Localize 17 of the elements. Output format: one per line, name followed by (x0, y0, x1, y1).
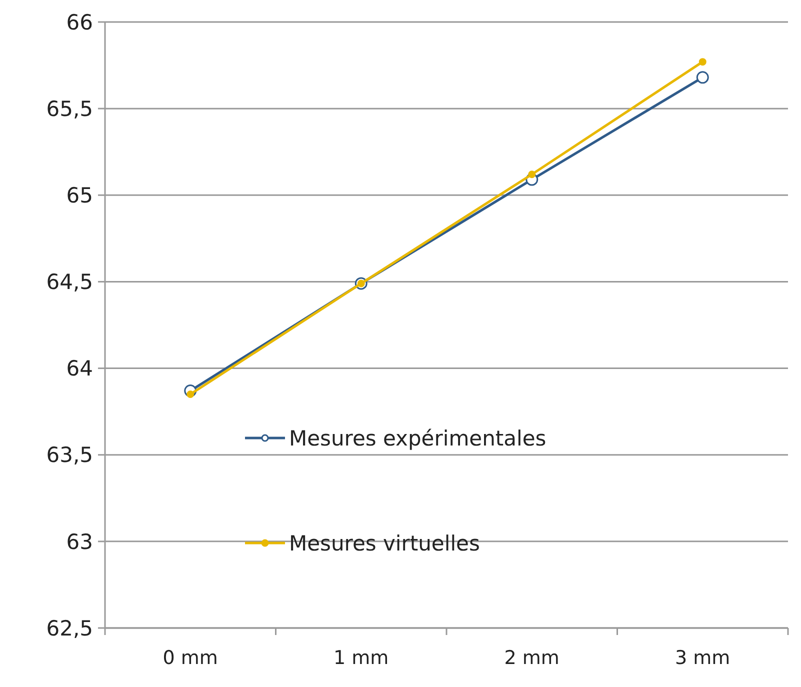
y-tick-label: 64,5 (46, 270, 93, 294)
y-tick-label: 63 (66, 530, 93, 554)
y-tick-label: 66 (66, 10, 93, 34)
x-tick-label: 1 mm (334, 647, 389, 669)
point (696, 71, 709, 84)
y-tick-label: 62,5 (46, 616, 93, 640)
point (528, 170, 536, 178)
legend-label: Mesures expérimentales (289, 426, 546, 450)
legend-label: Mesures virtuelles (289, 531, 480, 556)
x-tick-label: 3 mm (675, 647, 730, 669)
y-tick-label: 64 (66, 356, 93, 381)
x-tick-label: 0 mm (162, 647, 218, 669)
x-tick-label: 2 mm (504, 647, 560, 669)
y-tick-label: 65 (66, 183, 93, 208)
y-tick-label: 65,5 (46, 96, 93, 121)
point (698, 58, 706, 66)
y-tick-label: 63,5 (46, 443, 93, 468)
